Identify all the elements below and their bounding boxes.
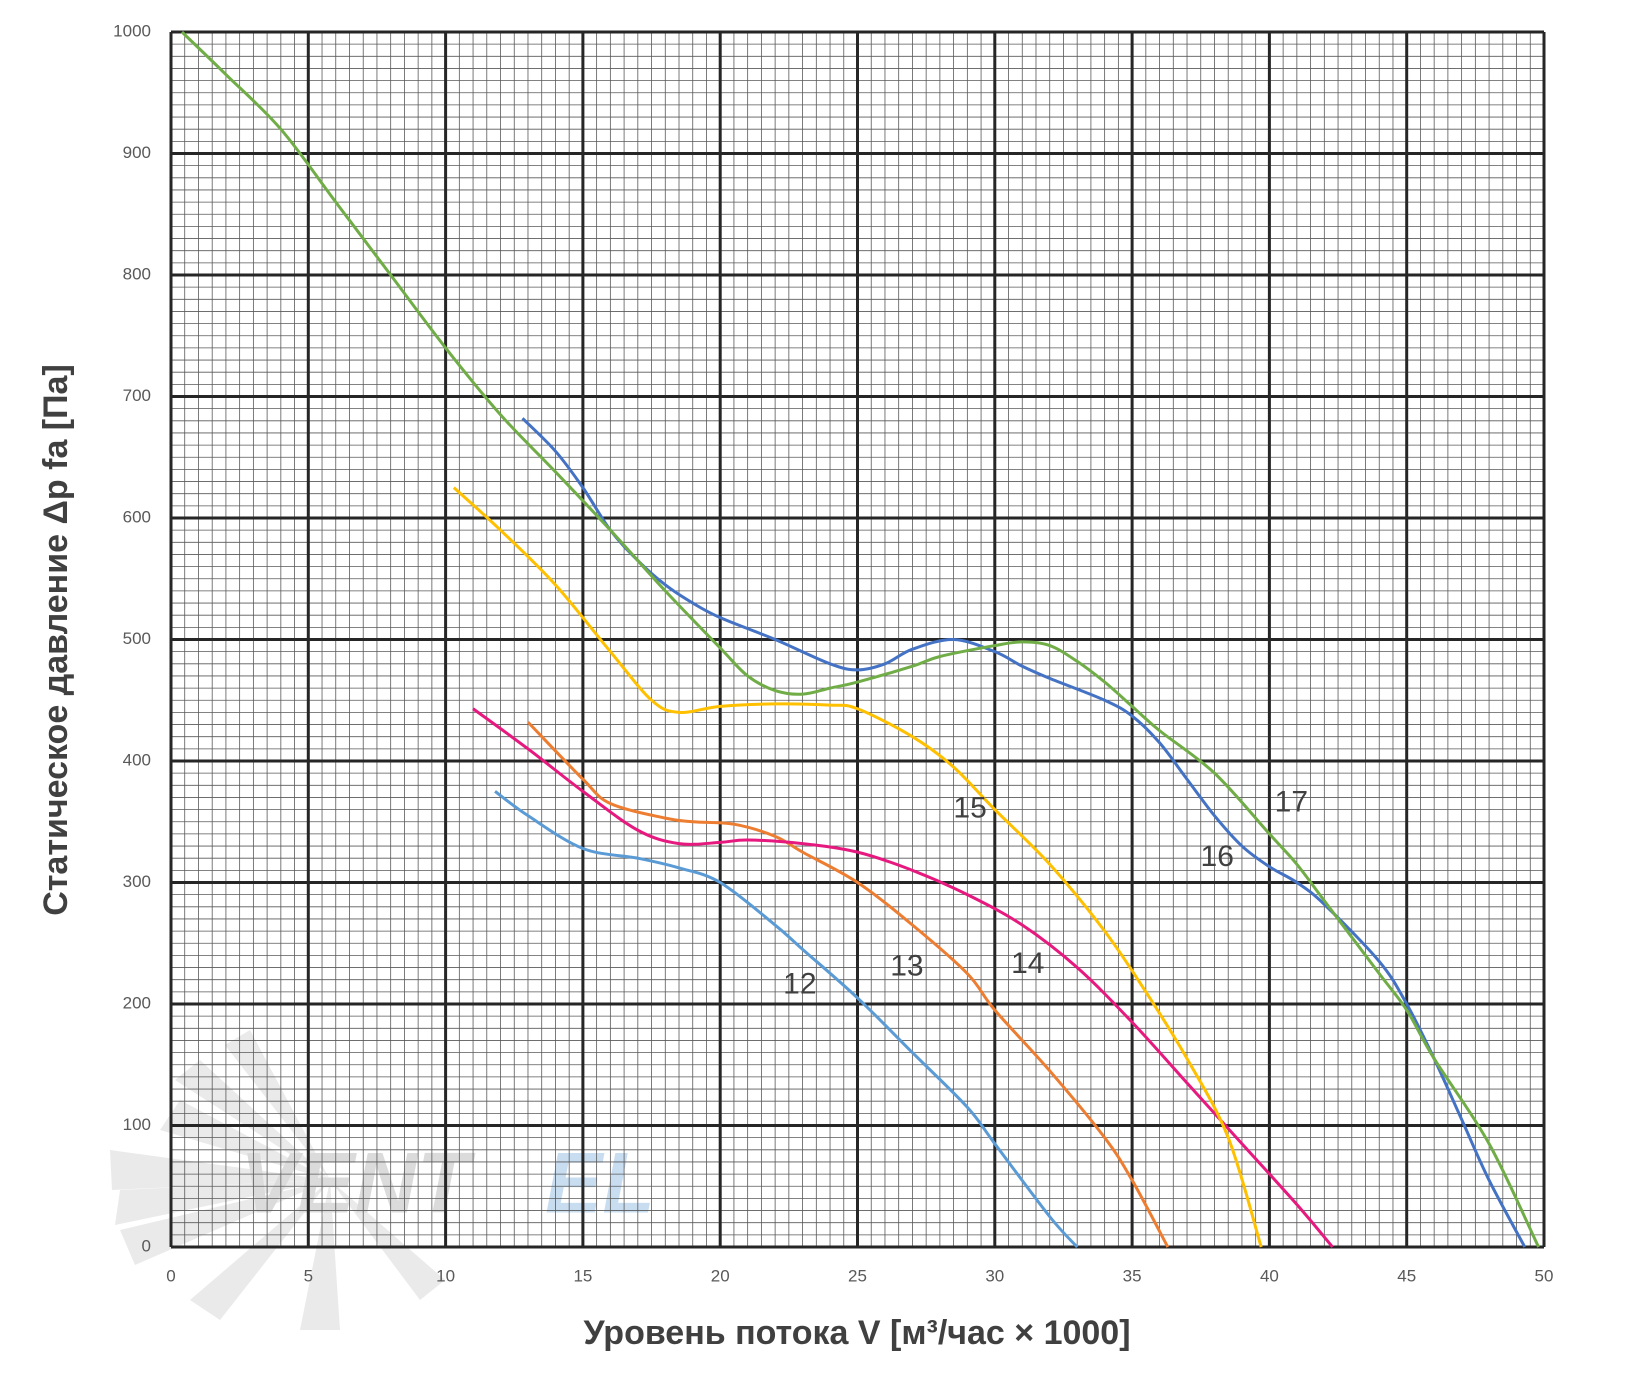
series-label: 15 [953,792,986,825]
watermark-text: VENT [240,1136,476,1232]
series-label: 16 [1201,840,1234,873]
y-tick-label: 500 [123,629,151,648]
series-label: 12 [783,968,816,1001]
x-tick-label: 45 [1397,1266,1416,1285]
series-label: 14 [1011,947,1044,980]
x-tick-label: 10 [436,1266,455,1285]
y-tick-label: 400 [123,750,151,769]
x-tick-label: 5 [304,1266,313,1285]
series-label: 17 [1275,785,1308,818]
series-line [472,707,1334,1248]
series-line [521,417,1527,1248]
x-tick-label: 20 [711,1266,730,1285]
series-line [452,486,1263,1248]
y-tick-label: 800 [123,264,151,283]
y-tick-label: 100 [123,1115,151,1134]
x-tick-label: 50 [1535,1266,1554,1285]
series-line [526,721,1170,1248]
y-tick-label: 1000 [113,21,151,40]
x-tick-label: 35 [1123,1266,1142,1285]
y-tick-label: 700 [123,386,151,405]
y-tick-label: 0 [142,1236,151,1255]
y-tick-label: 600 [123,507,151,526]
x-tick-label: 25 [848,1266,867,1285]
y-tick-label: 900 [123,143,151,162]
x-tick-label: 30 [985,1266,1004,1285]
y-axis-title: Статическое давление Δp fa [Па] [37,364,75,916]
x-axis-title: Уровень потока V [м³/час × 1000] [583,1314,1130,1352]
y-tick-label: 200 [123,993,151,1012]
x-tick-label: 15 [573,1266,592,1285]
x-tick-label: 40 [1260,1266,1279,1285]
x-tick-label: 0 [166,1266,175,1285]
y-tick-label: 300 [123,872,151,891]
series-line [180,30,1540,1248]
series-line [494,790,1079,1249]
watermark-text: EL [545,1136,655,1232]
series-label: 13 [890,949,923,982]
